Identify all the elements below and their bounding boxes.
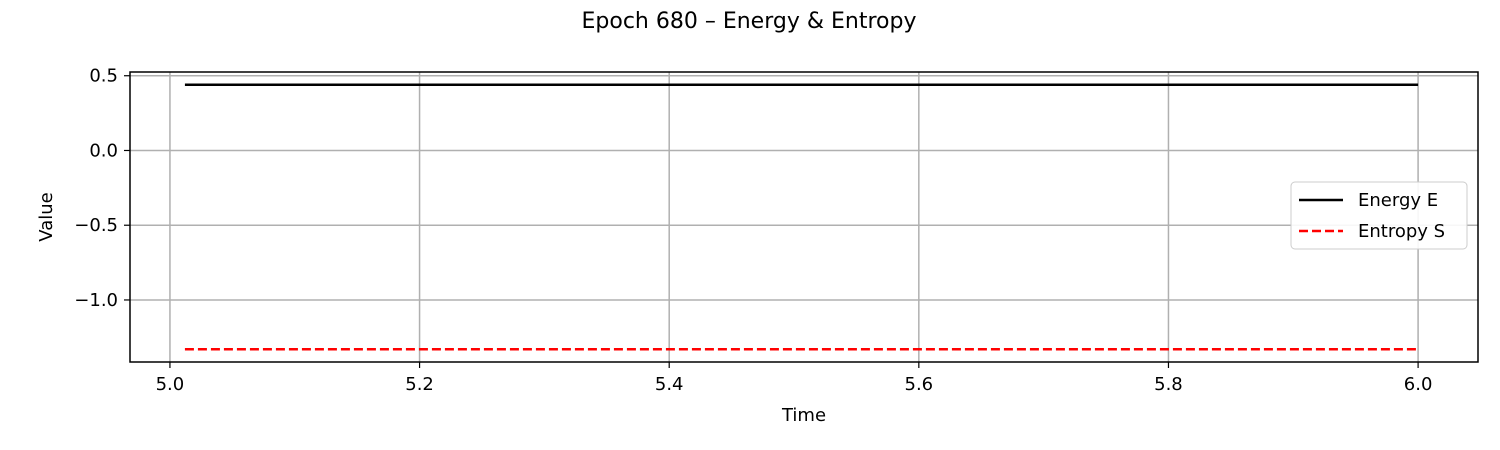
legend-label-energy: Energy E: [1358, 190, 1438, 211]
chart-title: Epoch 680 – Energy & Entropy: [582, 9, 917, 34]
plot-frame: [129, 71, 1479, 363]
y-axis: 0.5 0.0 −0.5 −1.0: [74, 66, 130, 311]
y-tick-label: 0.5: [89, 66, 118, 87]
x-tick-label: 5.8: [1154, 374, 1183, 395]
legend: Energy E Entropy S: [1290, 181, 1468, 250]
x-tick-label: 5.0: [156, 374, 185, 395]
y-tick-label: −0.5: [74, 215, 118, 236]
x-tick-label: 6.0: [1404, 374, 1433, 395]
grid: [130, 72, 1478, 362]
x-tick-label: 5.2: [405, 374, 434, 395]
y-tick-label: −1.0: [74, 290, 118, 311]
x-axis-title: Time: [781, 405, 826, 426]
x-tick-label: 5.6: [905, 374, 934, 395]
legend-label-entropy: Entropy S: [1358, 221, 1445, 242]
x-tick-label: 5.4: [655, 374, 684, 395]
y-axis-title: Value: [36, 192, 57, 241]
series-layer: [184, 83, 1419, 351]
x-axis: 5.0 5.2 5.4 5.6 5.8 6.0: [156, 362, 1433, 395]
y-tick-label: 0.0: [89, 140, 118, 161]
